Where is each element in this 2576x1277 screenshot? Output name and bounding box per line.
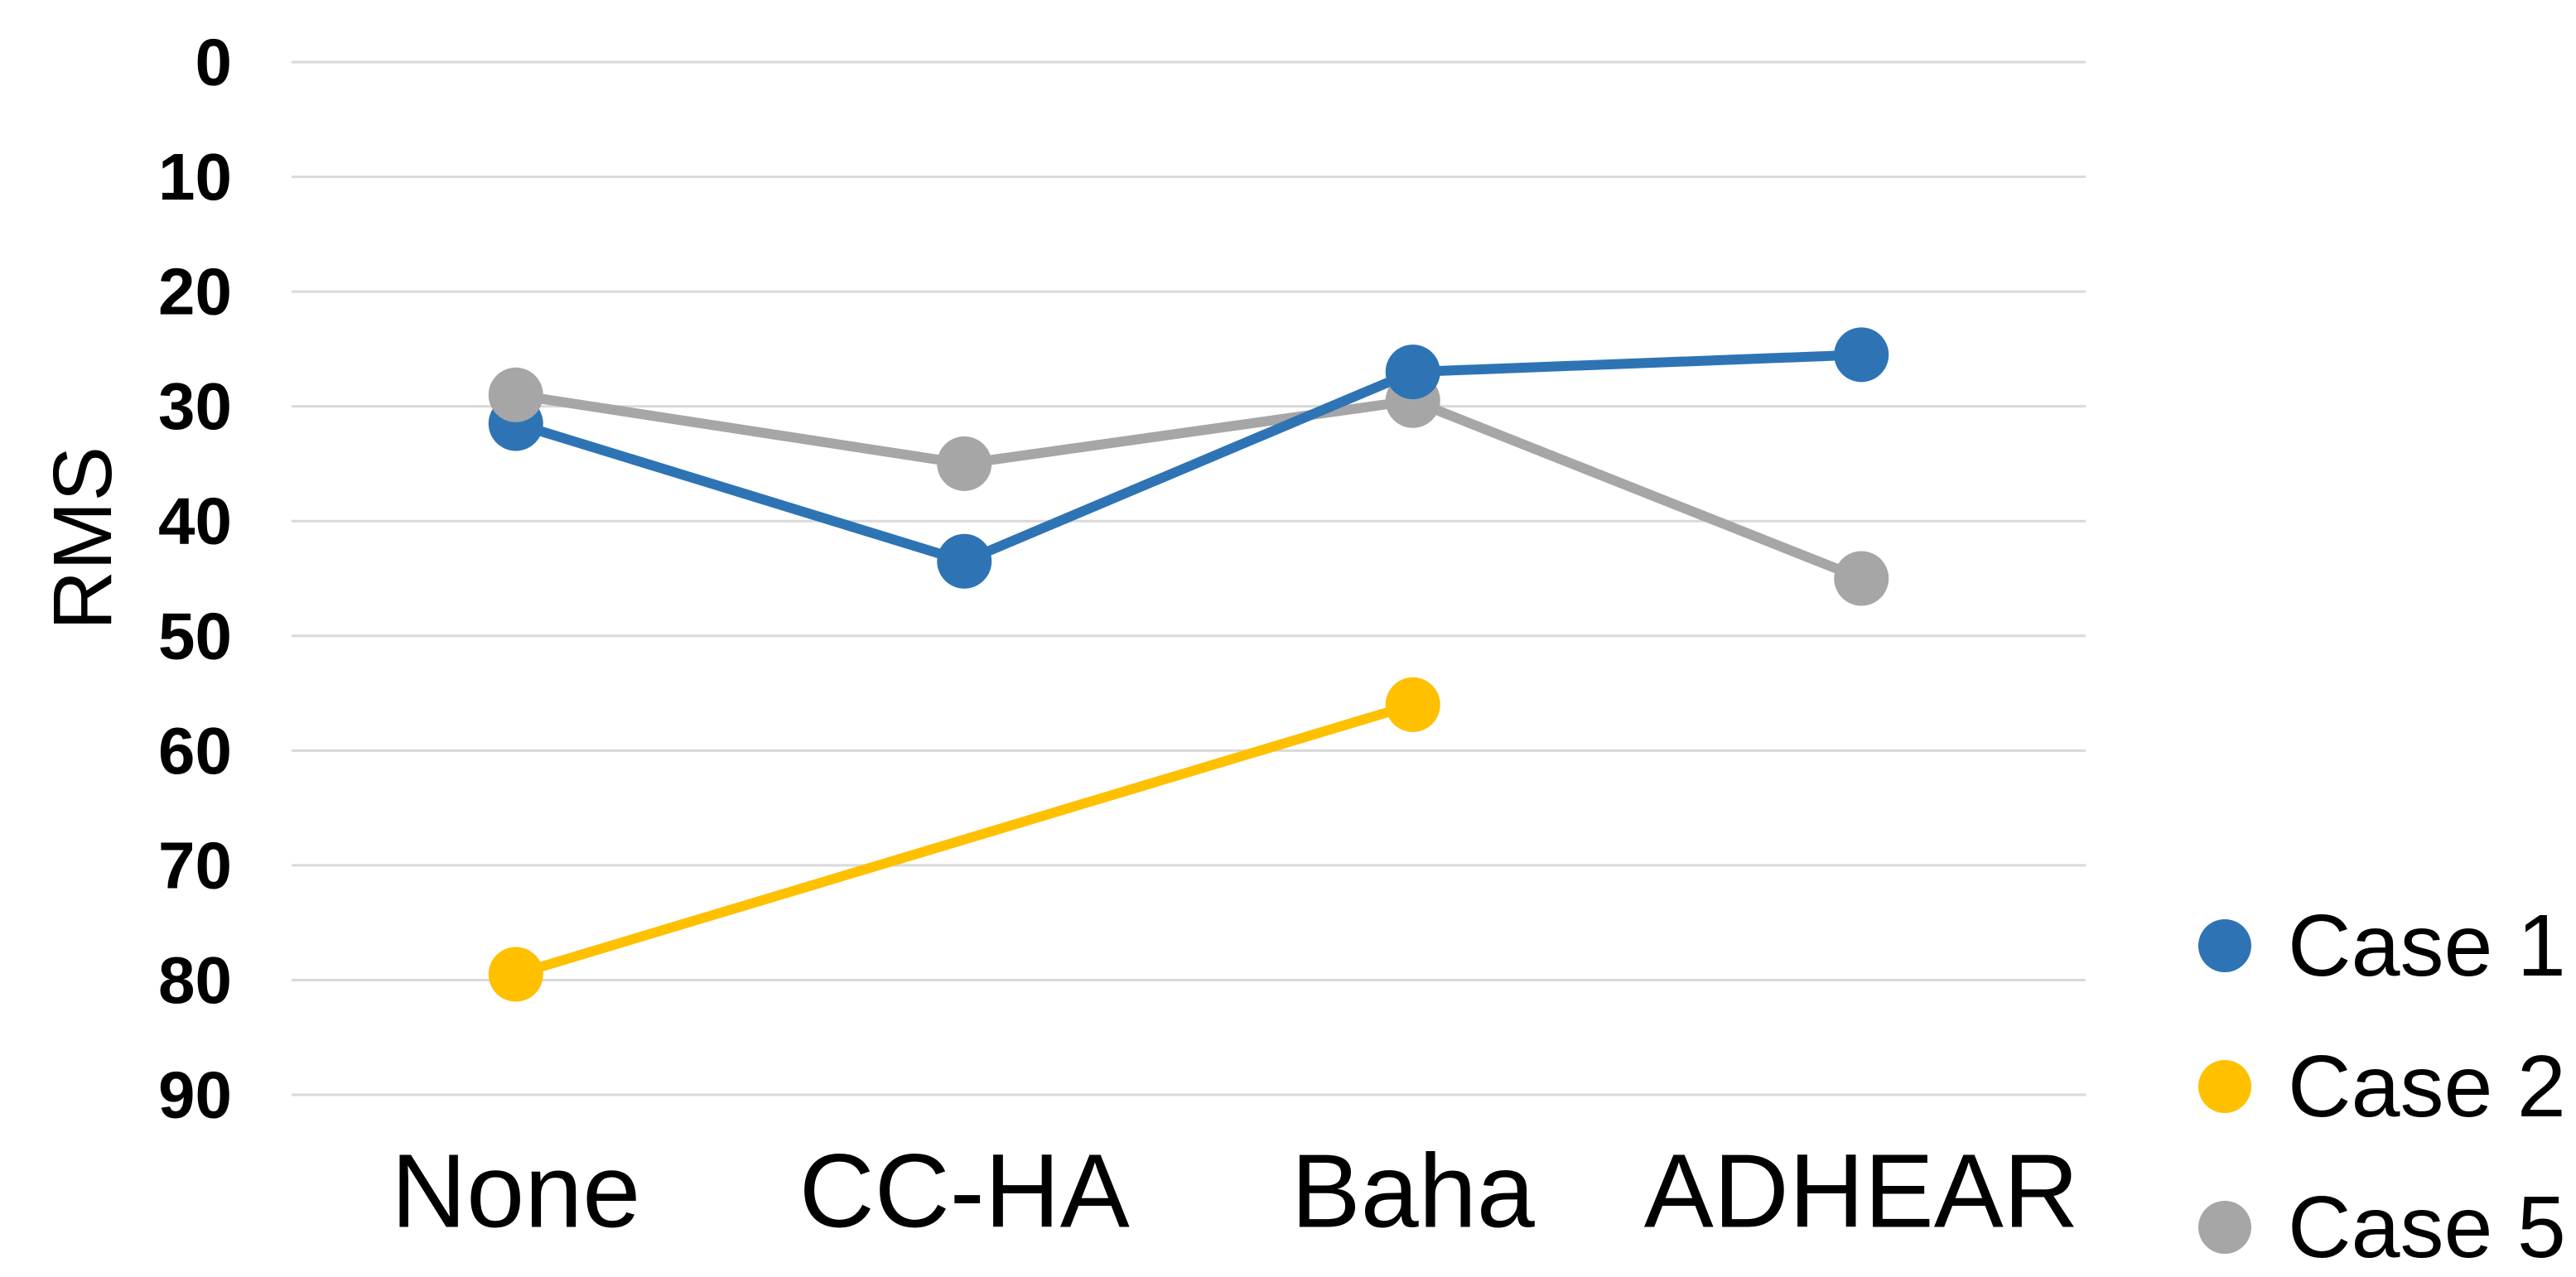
y-tick-label: 30 — [158, 369, 232, 443]
marker-case-1-adhear — [1834, 327, 1889, 383]
marker-case-5-adhear — [1834, 551, 1889, 606]
legend-label-case-5: Case 5 — [2288, 1178, 2566, 1276]
legend-label-case-2: Case 2 — [2288, 1038, 2566, 1135]
marker-case-5-none — [488, 367, 543, 422]
series-line-case-1 — [510, 349, 1867, 566]
marker-case-2-baha — [1385, 677, 1440, 732]
x-category-label-baha: Baha — [1291, 1133, 1536, 1250]
y-tick-label: 10 — [158, 140, 232, 214]
marker-case-5-cc-ha — [937, 436, 992, 491]
y-tick-label: 70 — [158, 828, 232, 902]
y-tick-label: 20 — [158, 255, 232, 329]
y-tick-label: 90 — [158, 1058, 232, 1132]
y-tick-label: 40 — [158, 484, 232, 558]
gridlines — [292, 60, 2086, 1096]
y-tick-label: 50 — [158, 599, 232, 672]
series-line-case-5 — [510, 389, 1867, 584]
legend-marker-case-1-icon — [2198, 919, 2251, 972]
marker-case-2-none — [488, 947, 543, 1002]
x-axis-category-labels: None CC-HA Baha ADHEAR — [391, 1133, 2079, 1250]
series-markers — [488, 327, 1889, 1002]
x-category-label-adhear: ADHEAR — [1644, 1133, 2079, 1250]
y-tick-label: 60 — [158, 714, 232, 788]
marker-case-1-baha — [1385, 345, 1440, 400]
y-tick-label: 0 — [195, 26, 233, 99]
legend: Case 1 Case 2 Case 5 — [2198, 897, 2566, 1276]
y-tick-label: 80 — [158, 943, 232, 1017]
marker-case-1-cc-ha — [937, 533, 992, 589]
series-lines — [510, 349, 1867, 980]
y-axis-title-group: RMS — [36, 446, 129, 630]
series-line-case-2 — [510, 699, 1418, 980]
y-axis-title: RMS — [36, 446, 129, 630]
y-axis-tick-labels: 0 10 20 30 40 50 60 70 80 90 — [158, 26, 232, 1132]
x-category-label-none: None — [391, 1133, 640, 1250]
legend-marker-case-2-icon — [2198, 1060, 2251, 1113]
x-category-label-cc-ha: CC-HA — [799, 1133, 1130, 1250]
legend-label-case-1: Case 1 — [2288, 897, 2566, 995]
legend-marker-case-5-icon — [2198, 1201, 2251, 1254]
